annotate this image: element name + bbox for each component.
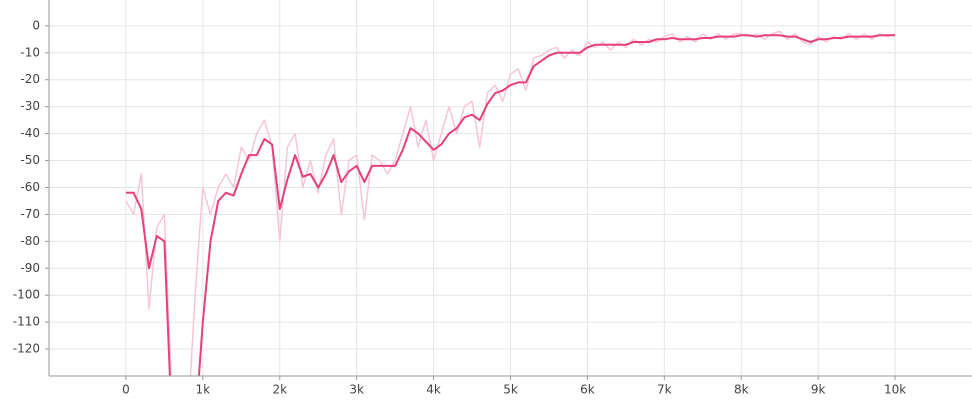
x-tick-label: 5k	[503, 383, 518, 397]
y-tick-label: -110	[13, 315, 40, 329]
y-tick-label: -80	[20, 234, 40, 248]
x-tick-label: 0	[122, 383, 130, 397]
y-tick-label: -40	[20, 126, 40, 140]
y-tick-label: -20	[20, 72, 40, 86]
x-tick-label: 7k	[657, 383, 672, 397]
y-tick-label: -10	[20, 45, 40, 59]
y-tick-label: -50	[20, 153, 40, 167]
y-tick-label: -60	[20, 180, 40, 194]
y-tick-label: -90	[20, 261, 40, 275]
series-line	[125, 30, 896, 376]
y-tick-label: 0	[32, 18, 40, 32]
x-tick-label: 1k	[196, 383, 211, 397]
x-tick-label: 4k	[426, 383, 441, 397]
x-tick-label: 10k	[884, 383, 906, 397]
x-tick-label: 2k	[272, 383, 287, 397]
x-tick-label: 3k	[349, 383, 364, 397]
x-tick-label: 9k	[811, 383, 826, 397]
x-tick-label: 6k	[580, 383, 595, 397]
y-tick-label: -120	[13, 342, 40, 356]
y-tick-label: -70	[20, 207, 40, 221]
x-tick-label: 8k	[734, 383, 749, 397]
series-line	[125, 34, 896, 376]
y-tick-label: -30	[20, 99, 40, 113]
y-tick-label: -100	[13, 288, 40, 302]
